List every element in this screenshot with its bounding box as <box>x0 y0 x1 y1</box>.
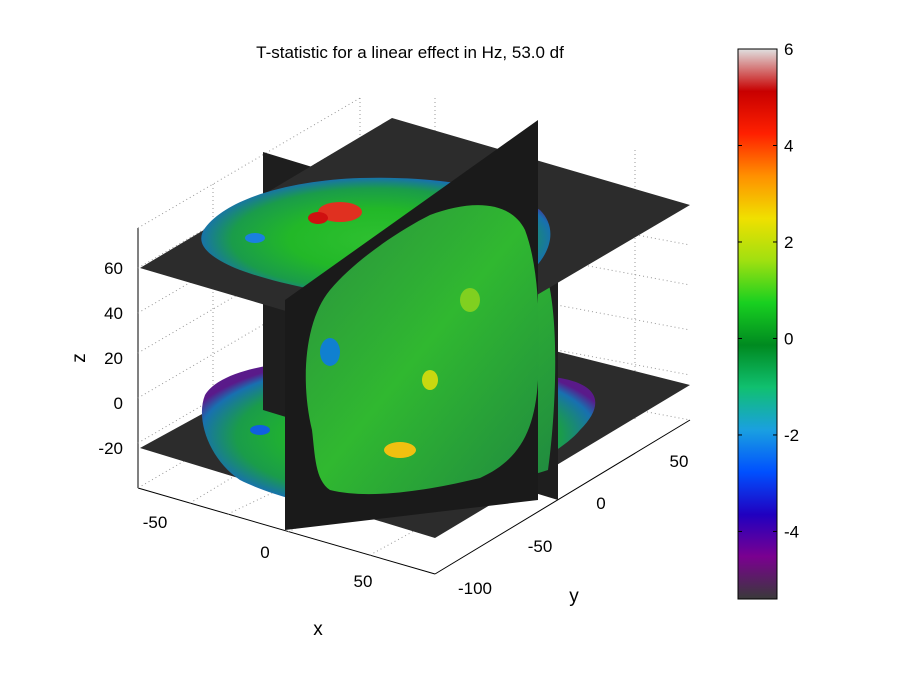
y-axis-label: y <box>569 586 579 607</box>
x-tick-label: -50 <box>143 513 168 532</box>
y-tick-label: -50 <box>528 537 553 556</box>
colorbar-tick-label: 2 <box>784 233 793 252</box>
x-tick-label: 50 <box>354 572 373 591</box>
z-tick-label: 0 <box>114 394 123 413</box>
colorbar-bar <box>737 48 778 600</box>
z-ticks: 60 40 20 0 -20 <box>98 259 123 458</box>
colorbar: 6 4 2 0 -2 -4 <box>737 40 799 600</box>
colorbar-ticks: 6 4 2 0 -2 -4 <box>738 40 799 541</box>
x-axis-line <box>137 487 436 575</box>
z-tick-label: 40 <box>104 304 123 323</box>
z-axis-label: z <box>69 353 90 363</box>
z-tick-label: 60 <box>104 259 123 278</box>
y-tick-label: -100 <box>458 579 492 598</box>
x-ticks: -50 0 50 <box>143 513 373 591</box>
colorbar-tick-label: 6 <box>784 40 793 59</box>
axes-box <box>137 228 691 575</box>
z-tick-label: -20 <box>98 439 123 458</box>
colorbar-tick-label: 0 <box>784 329 793 348</box>
y-tick-label: 50 <box>670 452 689 471</box>
chart-title: T-statistic for a linear effect in Hz, 5… <box>256 43 564 62</box>
y-axis-line <box>434 419 691 575</box>
x-axis-label: x <box>313 619 323 640</box>
x-tick-label: 0 <box>260 543 269 562</box>
colorbar-tick-label: -4 <box>784 522 799 541</box>
y-tick-label: 0 <box>596 494 605 513</box>
y-ticks: -100 -50 0 50 <box>458 452 688 598</box>
z-tick-label: 20 <box>104 349 123 368</box>
slice-coronal <box>285 120 539 530</box>
colorbar-tick-label: -2 <box>784 426 799 445</box>
colorbar-tick-label: 4 <box>784 136 793 155</box>
